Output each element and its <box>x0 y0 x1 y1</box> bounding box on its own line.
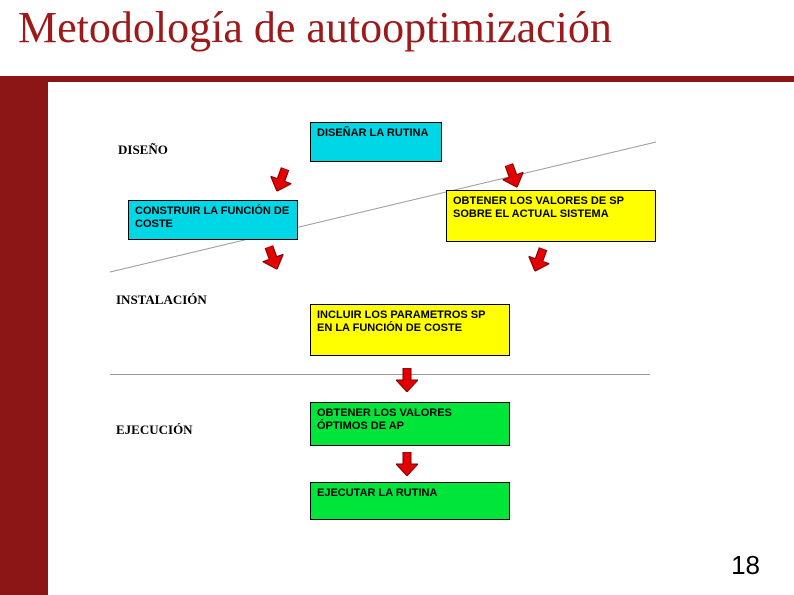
box-obtain-sp-values: OBTENER LOS VALORES DE SP SOBRE EL ACTUA… <box>446 190 656 242</box>
arrow-design-to-cost <box>267 165 296 195</box>
phase-label-execute: EJECUCIÓN <box>116 422 193 438</box>
arrow-sp-to-include <box>525 245 554 275</box>
box-build-cost-function: CONSTRUIR LA FUNCIÓN DE COSTE <box>128 200 298 240</box>
arrow-include-to-ap <box>396 368 418 392</box>
phase-label-install: INSTALACIÓN <box>116 292 207 308</box>
phase-label-design: DISEÑO <box>118 142 168 158</box>
page-number: 18 <box>731 550 760 581</box>
box-execute-routine: EJECUTAR LA RUTINA <box>310 482 510 520</box>
title-bar: Metodología de autooptimización <box>0 0 794 82</box>
arrow-design-to-sp <box>499 161 528 191</box>
arrow-ap-to-run <box>396 452 418 476</box>
box-include-sp-params: INCLUIR LOS PARAMETROS SP EN LA FUNCIÓN … <box>310 304 510 356</box>
page-title: Metodología de autooptimización <box>18 2 612 53</box>
arrow-cost-to-include <box>259 243 288 273</box>
diagram-area: DISEÑO INSTALACIÓN EJECUCIÓN DISEÑAR LA … <box>48 82 794 595</box>
box-obtain-ap-values: OBTENER LOS VALORES ÓPTIMOS DE AP <box>310 402 510 446</box>
left-accent-bar <box>0 82 48 595</box>
separator-horizontal <box>110 374 650 375</box>
box-design-routine: DISEÑAR LA RUTINA <box>310 122 442 162</box>
